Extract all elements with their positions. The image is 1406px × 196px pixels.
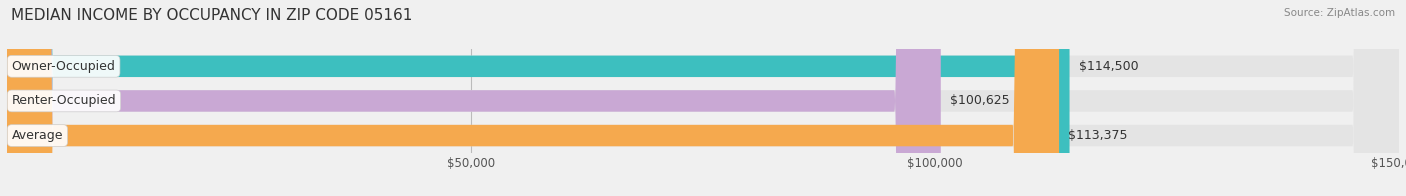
FancyBboxPatch shape xyxy=(7,0,1399,196)
FancyBboxPatch shape xyxy=(7,0,1059,196)
Text: Owner-Occupied: Owner-Occupied xyxy=(11,60,115,73)
Text: $114,500: $114,500 xyxy=(1078,60,1139,73)
FancyBboxPatch shape xyxy=(7,0,1070,196)
Text: $100,625: $100,625 xyxy=(950,94,1010,107)
Text: Renter-Occupied: Renter-Occupied xyxy=(11,94,117,107)
Text: MEDIAN INCOME BY OCCUPANCY IN ZIP CODE 05161: MEDIAN INCOME BY OCCUPANCY IN ZIP CODE 0… xyxy=(11,8,412,23)
FancyBboxPatch shape xyxy=(7,0,941,196)
FancyBboxPatch shape xyxy=(7,0,1399,196)
Text: $113,375: $113,375 xyxy=(1069,129,1128,142)
FancyBboxPatch shape xyxy=(7,0,1399,196)
Text: Average: Average xyxy=(11,129,63,142)
Text: Source: ZipAtlas.com: Source: ZipAtlas.com xyxy=(1284,8,1395,18)
